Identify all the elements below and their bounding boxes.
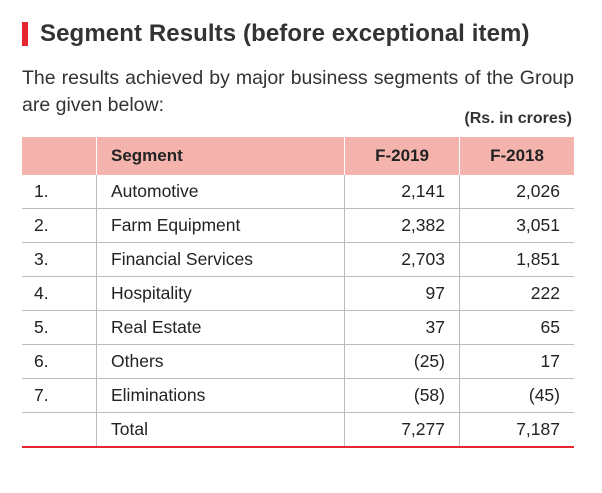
row-index: 3. (22, 242, 97, 277)
table-row: 4. Hospitality 97 222 (22, 276, 574, 311)
row-f2018-value: 17 (459, 344, 574, 379)
table-row: 6. Others (25) 17 (22, 344, 574, 379)
table-header-row: Segment F-2019 F-2018 (22, 137, 574, 175)
intro-paragraph: The results achieved by major business s… (22, 67, 574, 116)
row-f2018-value: (45) (459, 378, 574, 413)
heading-accent-bar (22, 22, 28, 46)
row-f2019-value: 37 (344, 310, 460, 345)
row-f2018-value: 65 (459, 310, 574, 345)
row-f2018-value: 3,051 (459, 208, 574, 243)
row-segment: Farm Equipment (96, 208, 345, 243)
row-index: 2. (22, 208, 97, 243)
row-f2018-value: 2,026 (459, 175, 574, 209)
section-heading: Segment Results (before exceptional item… (22, 20, 530, 48)
row-index: 7. (22, 378, 97, 413)
row-f2019-value: 2,703 (344, 242, 460, 277)
row-segment: Hospitality (96, 276, 345, 311)
section-title: Segment Results (before exceptional item… (40, 20, 530, 47)
row-index: 6. (22, 344, 97, 379)
row-f2019-value: (25) (344, 344, 460, 379)
row-index: 5. (22, 310, 97, 345)
row-f2019-value: 97 (344, 276, 460, 311)
row-f2018-value: 1,851 (459, 242, 574, 277)
header-index (22, 137, 97, 175)
row-f2019-value: (58) (344, 378, 460, 413)
row-segment: Total (96, 412, 345, 448)
total-row: Total 7,277 7,187 (22, 412, 574, 448)
row-f2018-value: 222 (459, 276, 574, 311)
unit-note: (Rs. in crores) (464, 110, 572, 127)
row-index: 4. (22, 276, 97, 311)
header-f2019: F-2019 (344, 137, 460, 175)
row-f2018-value: 7,187 (459, 412, 574, 448)
table-row: 2. Farm Equipment 2,382 3,051 (22, 208, 574, 243)
table-row: 3. Financial Services 2,703 1,851 (22, 242, 574, 277)
row-segment: Automotive (96, 175, 345, 209)
table-row: 7. Eliminations (58) (45) (22, 378, 574, 413)
segment-results-table: Segment F-2019 F-2018 1. Automotive 2,141 2… (22, 137, 574, 448)
row-f2019-value: 2,382 (344, 208, 460, 243)
row-segment: Others (96, 344, 345, 379)
table-row: 1. Automotive 2,141 2,026 (22, 175, 574, 209)
row-index (22, 412, 97, 448)
row-segment: Real Estate (96, 310, 345, 345)
header-segment: Segment (96, 137, 345, 175)
row-f2019-value: 2,141 (344, 175, 460, 209)
row-segment: Eliminations (96, 378, 345, 413)
table-row: 5. Real Estate 37 65 (22, 310, 574, 345)
row-segment: Financial Services (96, 242, 345, 277)
row-f2019-value: 7,277 (344, 412, 460, 448)
row-index: 1. (22, 175, 97, 209)
header-f2018: F-2018 (459, 137, 574, 175)
